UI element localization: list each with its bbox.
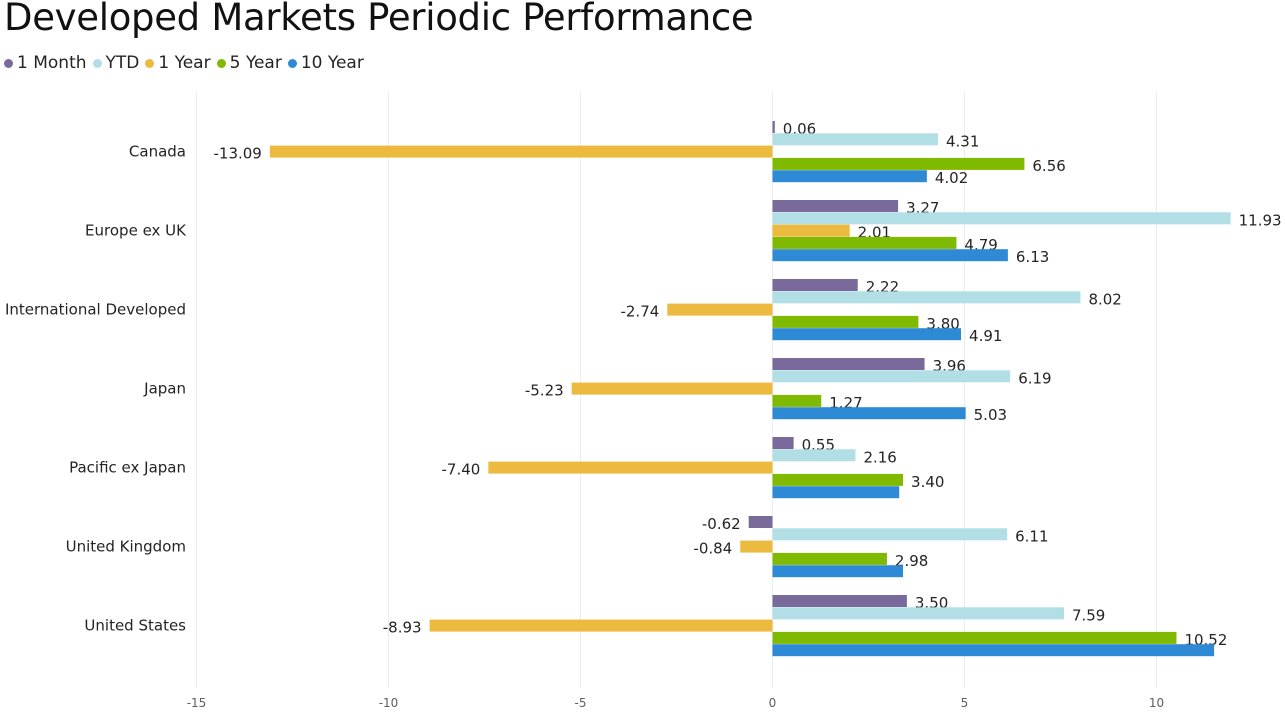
legend-item-5-year[interactable]: 5 Year [216, 53, 282, 73]
legend-marker [92, 58, 102, 68]
data-label: 5.03 [974, 406, 1007, 424]
x-tick-label: -5 [575, 696, 587, 710]
x-tick-label: -15 [187, 696, 207, 710]
legend-item-1-year[interactable]: 1 Year [145, 53, 211, 73]
bar-1-year [429, 619, 773, 632]
bar-5-year [772, 394, 822, 407]
data-label: -2.74 [620, 303, 659, 321]
bar-1-month [772, 121, 775, 133]
bar-1-month [748, 516, 773, 528]
chart-title: Developed Markets Periodic Performance [4, 0, 754, 39]
bar-10-year [772, 170, 927, 183]
bar-ytd [772, 607, 1064, 620]
bar-10-year [772, 328, 962, 341]
chart-legend: 1 Month YTD 1 Year 5 Year 10 Year [4, 53, 370, 73]
legend-label: YTD [105, 53, 140, 73]
bar-5-year [772, 631, 1177, 644]
data-label: -0.62 [702, 515, 741, 533]
data-label: -0.84 [693, 540, 732, 558]
x-tick-label: 5 [961, 696, 969, 710]
data-label: -5.23 [525, 382, 564, 400]
legend-marker [4, 58, 13, 68]
data-label: 6.19 [1018, 369, 1051, 387]
category-label: Japan [143, 380, 186, 398]
bar-5-year [772, 473, 904, 486]
data-label: 8.02 [1088, 290, 1121, 308]
bar-1-year [488, 461, 773, 474]
legend-label: 5 Year [229, 53, 282, 73]
bar-ytd [772, 133, 939, 146]
bar-1-year [772, 224, 850, 237]
x-tick-label: 10 [1149, 696, 1164, 710]
data-label: 2.16 [863, 448, 896, 466]
bar-10-year [772, 249, 1008, 262]
legend-label: 1 Month [17, 53, 87, 73]
bar-1-year [740, 540, 773, 553]
x-tick-label: -10 [379, 696, 399, 710]
legend-label: 1 Year [158, 53, 211, 73]
bar-ytd [772, 528, 1008, 541]
bar-5-year [772, 157, 1025, 170]
data-label: 6.11 [1015, 527, 1048, 545]
bar-10-year [772, 486, 900, 499]
legend-marker [145, 58, 155, 68]
category-label: United Kingdom [66, 538, 186, 556]
bar-1-month [772, 279, 858, 291]
data-label: 11.93 [1239, 211, 1282, 229]
category-label: United States [84, 617, 186, 635]
data-label: 4.91 [969, 327, 1002, 345]
data-label: 4.02 [935, 169, 968, 187]
legend-item-ytd[interactable]: YTD [92, 53, 140, 73]
bar-10-year [772, 565, 904, 578]
bar-5-year [772, 236, 957, 249]
data-label: 4.31 [946, 132, 979, 150]
bar-1-month [772, 595, 907, 607]
bar-5-year [772, 552, 887, 565]
bar-1-month [772, 437, 794, 449]
legend-item-1-month[interactable]: 1 Month [4, 53, 87, 73]
data-label: -13.09 [213, 145, 261, 163]
legend-marker [287, 58, 297, 68]
category-label: Europe ex UK [85, 222, 187, 240]
bar-ytd [772, 212, 1231, 225]
bar-ytd [772, 291, 1081, 304]
data-label: 3.40 [911, 473, 944, 491]
category-label: International Developed [5, 301, 186, 319]
x-tick-label: 0 [769, 696, 777, 710]
bar-1-month [772, 200, 899, 212]
bar-10-year [772, 644, 1215, 657]
bar-ytd [772, 370, 1011, 383]
bar-ytd [772, 449, 856, 462]
data-label: 6.56 [1032, 157, 1065, 175]
data-label: 6.13 [1016, 248, 1049, 266]
legend-item-10-year[interactable]: 10 Year [287, 53, 364, 73]
data-label: -7.40 [442, 461, 481, 479]
category-label: Canada [129, 143, 186, 161]
bar-5-year [772, 315, 919, 328]
legend-marker [216, 58, 226, 68]
bar-10-year [772, 407, 966, 420]
bar-1-year [667, 303, 773, 316]
bar-1-year [269, 145, 773, 158]
data-label: -8.93 [383, 619, 422, 637]
data-label: 7.59 [1072, 606, 1105, 624]
data-label: 2.98 [895, 552, 928, 570]
bar-1-month [772, 358, 925, 370]
legend-label: 10 Year [300, 53, 364, 73]
category-label: Pacific ex Japan [69, 459, 186, 477]
bar-1-year [571, 382, 773, 395]
